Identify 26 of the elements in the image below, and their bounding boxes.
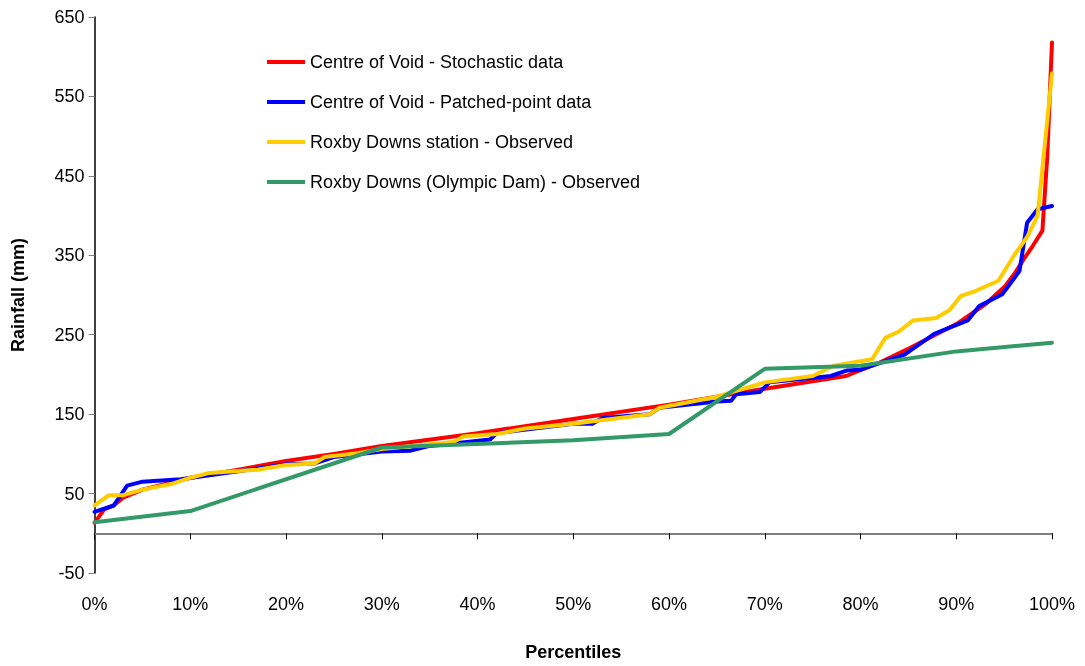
x-tick-label: 10% (172, 594, 209, 614)
y-tick-label: 50 (64, 483, 85, 504)
x-tick-label: 60% (651, 594, 688, 614)
legend-label: Centre of Void - Patched-point data (310, 92, 593, 112)
legend-label: Roxby Downs station - Observed (310, 132, 574, 152)
y-tick-label: 350 (54, 245, 85, 266)
y-tick-label: -50 (58, 563, 85, 583)
line-series (92, 340, 1054, 525)
y-tick-label: 250 (54, 324, 85, 345)
x-tick-label: 50% (555, 594, 592, 614)
y-tick-label: 650 (54, 7, 85, 27)
x-tick-label: 80% (842, 594, 879, 614)
y-tick-label: 550 (54, 86, 85, 107)
legend-label: Centre of Void - Stochastic data (310, 52, 565, 72)
x-tick-label: 30% (363, 594, 400, 614)
x-tick-label: 0% (81, 594, 108, 614)
y-tick-label: 450 (54, 165, 85, 186)
x-tick-label: 20% (268, 594, 305, 614)
y-tick-label: 150 (54, 404, 85, 425)
x-tick-label: 90% (938, 594, 975, 614)
x-tick-label: 70% (746, 594, 783, 614)
x-tick-label: 40% (459, 594, 496, 614)
y-axis-title: Rainfall (mm) (7, 237, 28, 353)
x-tick-label: 100% (1028, 594, 1076, 614)
legend-label: Roxby Downs (Olympic Dam) - Observed (310, 172, 641, 192)
x-axis-title: Percentiles (525, 642, 622, 662)
